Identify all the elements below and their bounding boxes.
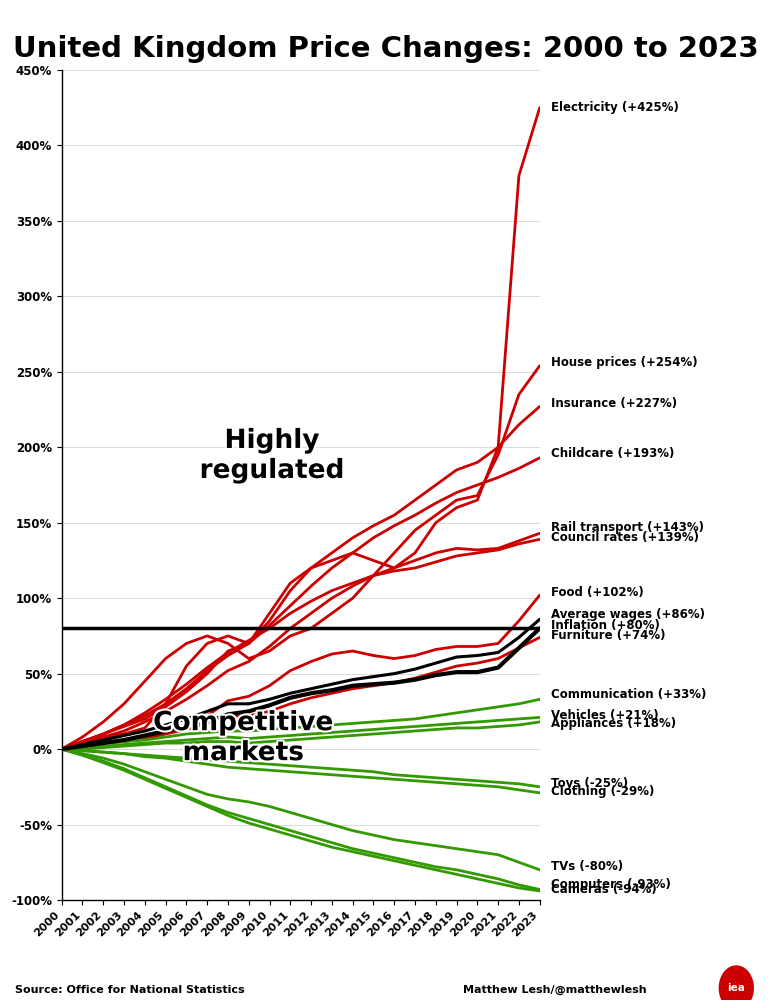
Text: Average wages (+86%): Average wages (+86%) [551,608,705,621]
Text: Insurance (+227%): Insurance (+227%) [551,397,678,410]
Text: Computers (-93%): Computers (-93%) [551,878,671,891]
Text: United Kingdom Price Changes: 2000 to 2023: United Kingdom Price Changes: 2000 to 20… [12,35,759,63]
Text: Council rates (+139%): Council rates (+139%) [551,531,699,544]
Text: iea: iea [727,983,746,993]
Text: Toys (-25%): Toys (-25%) [551,777,628,790]
Text: Childcare (+193%): Childcare (+193%) [551,447,675,460]
Text: Food (+102%): Food (+102%) [551,586,644,599]
Text: House prices (+254%): House prices (+254%) [551,356,698,369]
Text: Cameras (-94%): Cameras (-94%) [551,883,657,896]
Text: TVs (-80%): TVs (-80%) [551,860,624,873]
Text: Appliances (+18%): Appliances (+18%) [551,717,676,730]
Text: Rail transport (+143%): Rail transport (+143%) [551,521,704,534]
Text: Clothing (-29%): Clothing (-29%) [551,785,655,798]
Text: Source: Office for National Statistics: Source: Office for National Statistics [15,985,245,995]
Text: Furniture (+74%): Furniture (+74%) [551,629,666,642]
Text: Communication (+33%): Communication (+33%) [551,688,707,701]
Text: Vehicles (+21%): Vehicles (+21%) [551,709,659,722]
Text: Highly
regulated: Highly regulated [200,428,345,484]
Text: Competitive
markets: Competitive markets [153,710,334,766]
Text: Matthew Lesh/@matthewlesh: Matthew Lesh/@matthewlesh [463,985,646,995]
Text: Inflation (+80%): Inflation (+80%) [551,619,660,632]
Text: Electricity (+425%): Electricity (+425%) [551,101,679,114]
